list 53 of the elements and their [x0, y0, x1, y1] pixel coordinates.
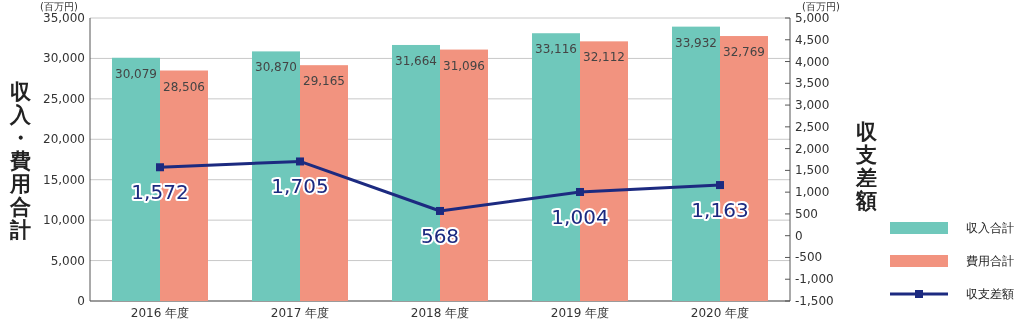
data-label: 568 — [420, 223, 460, 248]
y2-tick-label: 2,500 — [795, 119, 830, 134]
y-tick-label: 10,000 — [43, 213, 85, 228]
text: (百万円) — [40, 1, 78, 12]
x-tick-label: 2016 年度 — [130, 306, 190, 320]
y2-tick-label: -1,000 — [795, 272, 834, 287]
y-tick-label: 0 — [77, 294, 85, 308]
point — [576, 187, 584, 196]
y2-axis-title: 収支差額 — [854, 119, 878, 213]
point — [716, 181, 724, 190]
y2-tick-label: 2,000 — [795, 141, 830, 156]
data-label: 33,932 — [675, 35, 717, 50]
data-label: 30,079 — [115, 66, 157, 81]
y2-tick-label: 500 — [795, 206, 818, 221]
point — [156, 163, 164, 172]
legend-label: 費用合計 — [966, 254, 1014, 268]
y-tick-label: 30,000 — [43, 51, 85, 66]
data-label: 31,664 — [395, 53, 437, 68]
data-label: 29,165 — [303, 74, 345, 89]
y2-tick-label: 4,000 — [795, 54, 830, 69]
data-label: 1,572 — [131, 180, 189, 205]
x-tick-label: 2018 年度 — [410, 306, 470, 320]
data-label: 28,506 — [163, 79, 205, 94]
data-label: 1,705 — [271, 174, 329, 199]
y-tick-label: 20,000 — [43, 132, 85, 147]
y2-tick-label: 0 — [795, 228, 803, 243]
legend-label: 収支差額 — [966, 287, 1014, 301]
x-tick-label: 2017 年度 — [270, 306, 330, 320]
y2-tick-label: 1,000 — [795, 185, 830, 200]
data-label: 33,116 — [535, 42, 577, 57]
y2-tick-label: 1,500 — [795, 163, 830, 178]
y2-tick-label: 3,500 — [795, 76, 830, 91]
y2-tick-label: 4,500 — [795, 32, 830, 47]
data-label: 30,870 — [255, 60, 297, 75]
y-axis-title: 収入・費用合計 — [8, 79, 32, 242]
y-tick-label: 35,000 — [43, 11, 85, 25]
y-tick-label: 25,000 — [43, 91, 85, 106]
data-label: 32,769 — [723, 45, 765, 60]
y-tick-label: 15,000 — [43, 172, 85, 187]
y2-tick-label: -1,500 — [795, 294, 834, 308]
data-label: 32,112 — [583, 50, 625, 65]
data-label: 31,096 — [443, 58, 485, 73]
data-label: 1,163 — [691, 198, 749, 223]
text: (百万円) — [802, 1, 840, 12]
point — [436, 206, 444, 215]
y2-tick-label: -500 — [795, 250, 823, 265]
legend-label: 収入合計 — [966, 221, 1014, 235]
point — [296, 157, 304, 166]
y-tick-label: 5,000 — [50, 253, 85, 268]
y2-tick-label: 5,000 — [795, 11, 830, 25]
y2-tick-label: 3,000 — [795, 98, 830, 113]
x-tick-label: 2020 年度 — [690, 306, 750, 320]
x-tick-label: 2019 年度 — [550, 306, 610, 320]
